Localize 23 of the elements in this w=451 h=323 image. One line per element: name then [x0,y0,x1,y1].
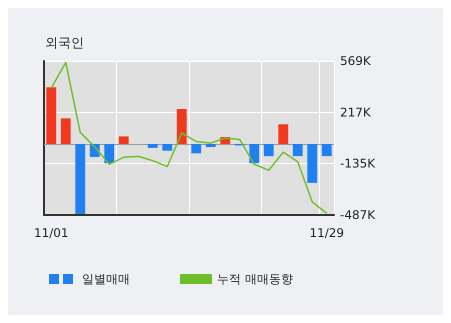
bar [75,144,86,214]
bar [278,124,288,144]
x-tick-label: 11/01 [34,226,69,240]
bar [307,144,318,183]
bar [206,144,216,148]
y-tick-label: 217K [340,105,372,120]
bar [292,144,303,156]
bar [148,144,158,148]
legend-label: 일별매매 [82,272,130,286]
bar [118,136,129,144]
line-series [50,62,328,214]
bar [162,144,172,151]
y-tick-label: -487K [340,208,376,222]
bar [191,144,202,154]
bar [60,118,71,144]
legend-label: 누적 매매동향 [217,272,293,286]
bar [46,87,56,144]
y-tick-label: -135K [340,156,376,171]
bar [322,144,332,156]
chart-title: 외국인 [45,36,84,51]
bar [264,144,274,156]
x-tick-label: 11/29 [309,226,344,240]
y-tick-label: 569K [340,54,372,68]
